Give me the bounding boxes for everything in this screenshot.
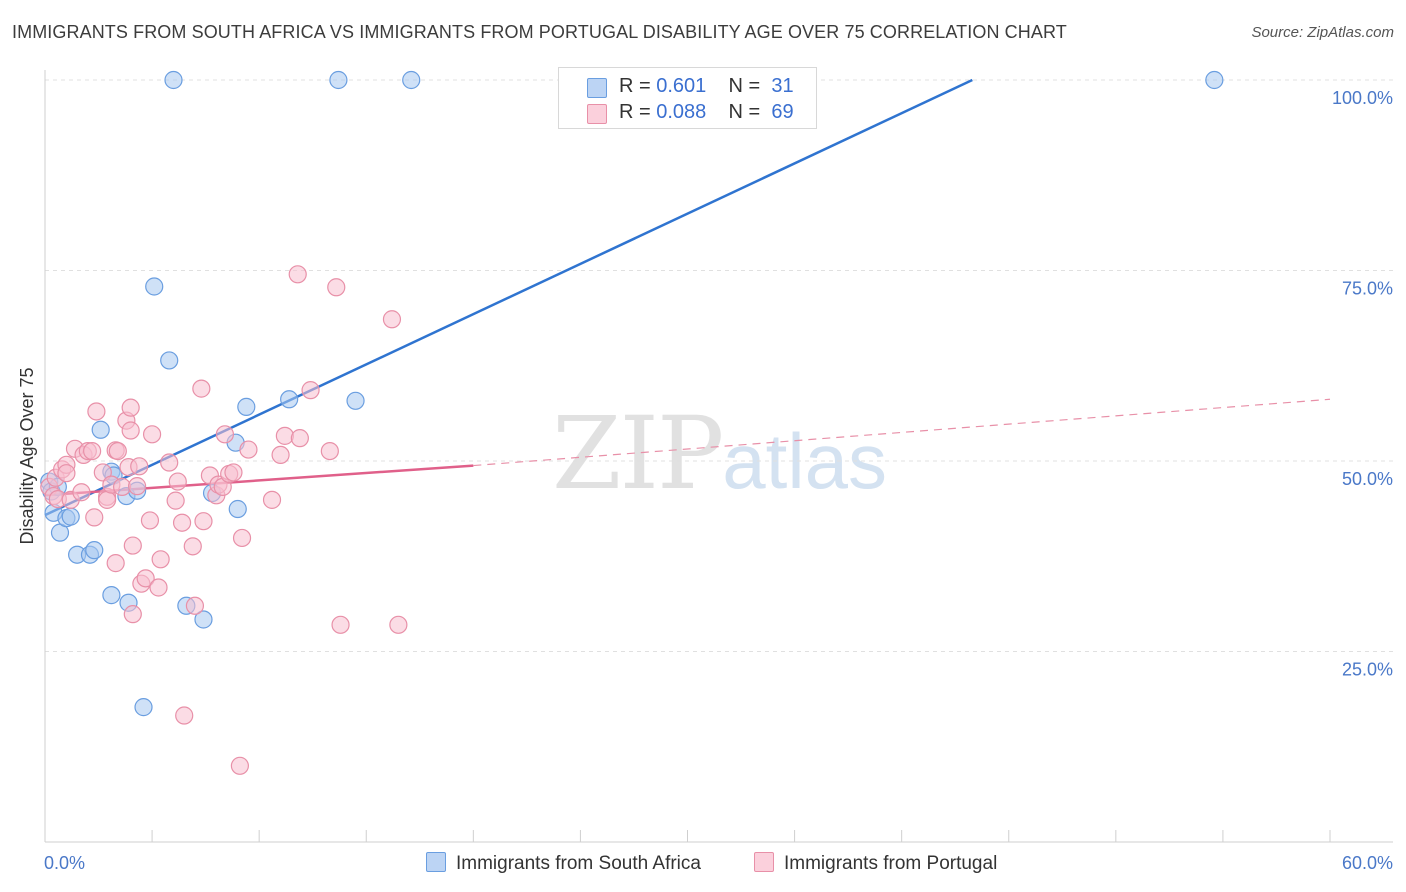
point-portugal: [183, 537, 202, 556]
point-portugal: [320, 441, 339, 461]
point-portugal: [301, 381, 320, 400]
point-portugal: [239, 440, 258, 459]
point-portugal: [166, 491, 185, 510]
watermark-zip: ZIP: [552, 395, 724, 512]
axes: [44, 70, 1393, 843]
point-portugal: [232, 528, 252, 548]
point-portugal: [175, 706, 194, 725]
point-south-africa: [329, 70, 348, 90]
point-south-africa: [402, 70, 421, 90]
point-portugal: [194, 512, 213, 531]
legend-r-value: 0.601: [656, 75, 707, 97]
point-portugal: [127, 477, 147, 496]
bottom-legend-swatch-portugal: [754, 852, 774, 872]
point-south-africa: [160, 351, 179, 370]
point-south-africa: [85, 541, 104, 560]
point-portugal: [123, 605, 142, 624]
point-portugal: [149, 578, 168, 597]
point-portugal: [130, 457, 149, 476]
y-tick-label: 75.0%: [1342, 279, 1393, 299]
point-portugal: [327, 278, 346, 297]
y-tick-label: 50.0%: [1342, 469, 1393, 489]
point-portugal: [288, 265, 307, 284]
point-south-africa: [61, 507, 80, 526]
point-portugal: [87, 402, 106, 421]
point-south-africa: [194, 610, 213, 629]
data-points: [40, 70, 1224, 775]
correlation-legend: R = 0.601 N = 31 R = 0.088 N = 69: [558, 67, 817, 129]
point-south-africa: [280, 390, 299, 409]
point-portugal: [151, 550, 170, 569]
legend-r-value: 0.088: [656, 101, 707, 123]
point-south-africa: [346, 391, 365, 410]
point-south-africa: [237, 397, 256, 416]
point-portugal: [160, 453, 179, 472]
point-portugal: [121, 421, 140, 440]
point-portugal: [224, 463, 243, 482]
chart-title: IMMIGRANTS FROM SOUTH AFRICA VS IMMIGRAN…: [12, 22, 1067, 42]
y-tick-label: 25.0%: [1342, 660, 1393, 680]
legend-n-value: 31: [771, 75, 794, 97]
point-south-africa: [134, 698, 153, 717]
point-south-africa: [102, 586, 121, 605]
y-tick-label: 100.0%: [1332, 88, 1393, 108]
trend-line-extension: [473, 398, 1331, 467]
point-portugal: [123, 536, 142, 555]
point-portugal: [85, 508, 104, 527]
point-portugal: [108, 441, 127, 461]
point-portugal: [262, 490, 282, 509]
point-portugal: [57, 464, 76, 483]
point-portugal: [389, 615, 408, 634]
point-portugal: [98, 490, 117, 509]
point-portugal: [140, 511, 160, 530]
y-axis-title: Disability Age Over 75: [17, 367, 37, 544]
x-tick-label: 0.0%: [44, 853, 85, 873]
point-south-africa: [228, 499, 247, 519]
legend-r-label: R =: [619, 101, 651, 123]
legend-swatch-portugal: [587, 104, 607, 124]
point-portugal: [142, 425, 162, 444]
point-south-africa: [145, 277, 164, 296]
point-portugal: [172, 513, 192, 532]
legend-swatch-south-africa: [587, 78, 607, 98]
point-portugal: [168, 472, 187, 491]
point-portugal: [271, 445, 290, 465]
bottom-legend-swatch-south-africa: [426, 852, 446, 872]
x-tick-label: 60.0%: [1342, 853, 1393, 873]
point-portugal: [331, 615, 350, 634]
point-portugal: [121, 398, 140, 417]
point-portugal: [275, 426, 294, 445]
point-portugal: [106, 554, 125, 573]
tick-labels: 25.0% 50.0% 75.0% 100.0% 0.0% 60.0% Disability…: [17, 88, 1393, 873]
point-south-africa: [164, 70, 183, 90]
point-portugal: [136, 569, 155, 588]
bottom-legend-portugal: Immigrants from Portugal: [754, 852, 997, 875]
point-portugal: [192, 379, 211, 398]
point-portugal: [215, 425, 234, 444]
source-label: Source: ZipAtlas.com: [1251, 24, 1394, 41]
legend-r-label: R =: [619, 75, 651, 97]
grid: [45, 79, 1393, 652]
legend-n-label: N =: [728, 75, 761, 97]
trend-line: [44, 78, 973, 517]
point-south-africa: [1205, 70, 1224, 90]
point-portugal: [230, 756, 249, 775]
point-portugal: [83, 441, 102, 461]
bottom-legend-label: Immigrants from Portugal: [784, 853, 998, 874]
legend-n-label: N =: [728, 101, 761, 123]
point-south-africa: [91, 420, 110, 439]
legend-n-value: 69: [771, 101, 794, 123]
point-portugal: [382, 310, 402, 329]
watermark: ZIPatlas: [552, 395, 887, 512]
bottom-legend-south-africa: Immigrants from South Africa: [426, 852, 701, 875]
point-portugal: [185, 596, 205, 615]
point-portugal: [72, 483, 91, 502]
bottom-legend-label: Immigrants from South Africa: [456, 853, 701, 874]
point-portugal: [290, 429, 309, 448]
